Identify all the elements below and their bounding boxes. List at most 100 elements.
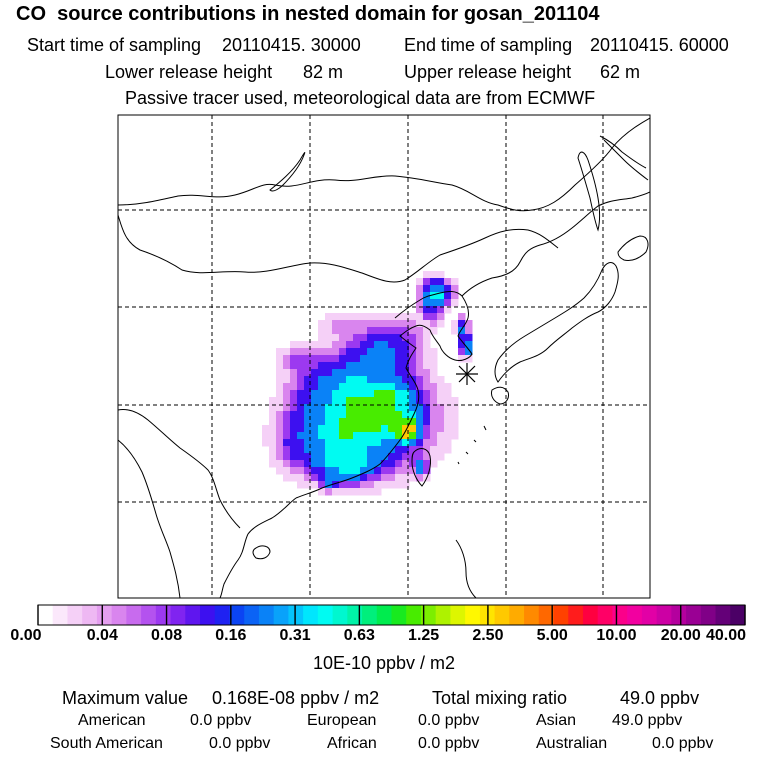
plume-cell	[353, 439, 361, 447]
colorbar-swatch	[715, 605, 731, 625]
plume-cell	[458, 327, 466, 335]
plume-cell	[423, 285, 431, 293]
region-european-value: 0.0 ppbv	[418, 712, 480, 729]
plume-cell	[339, 327, 347, 335]
maximum-value-label: Maximum value	[62, 688, 189, 708]
plume-cell	[290, 369, 298, 377]
coastline-japan	[494, 262, 619, 383]
plume-cell	[423, 383, 431, 391]
plume-cell	[325, 425, 333, 433]
plume-cell	[423, 327, 431, 335]
plume-cell	[381, 320, 389, 328]
plume-cell	[430, 418, 438, 426]
colorbar-swatch	[155, 605, 172, 625]
coastline-baikal	[269, 152, 306, 192]
plume-cell	[318, 488, 326, 496]
plume-cell	[374, 404, 382, 412]
plume-cell	[332, 376, 340, 384]
plume-cell	[437, 446, 445, 454]
plume-cell	[346, 425, 354, 433]
plume-cell	[346, 488, 354, 496]
plume-cell	[409, 397, 417, 405]
plume-cell	[332, 453, 340, 461]
plume-cell	[360, 418, 368, 426]
coastline-mongolia	[118, 214, 559, 283]
plume-cell	[325, 453, 333, 461]
plume-cell	[360, 439, 368, 447]
plume-cell	[381, 474, 389, 482]
plume-cell	[395, 467, 403, 475]
plume-cell	[297, 383, 305, 391]
plume-cell	[458, 348, 466, 356]
plume-cell	[304, 460, 312, 468]
plume-cell	[346, 460, 354, 468]
plume-cell	[283, 362, 291, 370]
plume-cell	[465, 334, 473, 342]
plume-cell	[402, 376, 410, 384]
region-american-value: 0.0 ppbv	[190, 712, 252, 729]
plume-cell	[388, 425, 396, 433]
plume-cell	[381, 355, 389, 363]
plume-cell	[318, 411, 326, 419]
plume-cell	[304, 467, 312, 475]
plume-cell	[388, 453, 396, 461]
plume-cell	[423, 348, 431, 356]
plume-cell	[339, 446, 347, 454]
plume-cell	[318, 460, 326, 468]
colorbar-swatch	[494, 605, 510, 625]
plume-cell	[339, 341, 347, 349]
plume-cell	[262, 432, 270, 440]
plume-cell	[388, 320, 396, 328]
plume-cell	[416, 341, 424, 349]
plume-cell	[276, 425, 284, 433]
plume-cell	[381, 327, 389, 335]
coastline-philippines	[455, 539, 477, 598]
plume-cell	[367, 481, 375, 489]
plume-cell	[367, 313, 375, 321]
plume-cell	[318, 439, 326, 447]
colorbar-swatch	[38, 605, 54, 625]
plume-cell	[416, 327, 424, 335]
plume-cell	[416, 425, 424, 433]
plume-cell	[339, 467, 347, 475]
plume-cell	[451, 292, 459, 300]
plume-cell	[374, 369, 382, 377]
plume-cell	[402, 334, 410, 342]
plume-cell	[416, 453, 424, 461]
plume-cell	[423, 467, 431, 475]
plume-cell	[423, 439, 431, 447]
plume-cell	[409, 432, 417, 440]
plume-cell	[423, 460, 431, 468]
plume-cell	[360, 376, 368, 384]
plume-cell	[437, 404, 445, 412]
plume-cell	[318, 432, 326, 440]
plume-cell	[346, 404, 354, 412]
plume-cell	[283, 418, 291, 426]
coastline-north-border	[118, 117, 650, 212]
plume-cell	[283, 383, 291, 391]
plume-cell	[360, 425, 368, 433]
plume-cell	[269, 411, 277, 419]
plume-cell	[409, 467, 417, 475]
coastline-india-border	[118, 439, 181, 598]
plume-cell	[402, 341, 410, 349]
plume-cell	[353, 334, 361, 342]
plume-cell	[311, 439, 319, 447]
plume-cell	[409, 474, 417, 482]
plume-cell	[388, 390, 396, 398]
plume-cell	[402, 439, 410, 447]
plume-cell	[290, 425, 298, 433]
plume-cell	[339, 404, 347, 412]
plume-cell	[360, 390, 368, 398]
plume-cell	[367, 425, 375, 433]
plume-cell	[437, 453, 445, 461]
plume-cell	[423, 271, 431, 279]
plume-cell	[367, 390, 375, 398]
colorbar-swatch	[553, 605, 569, 625]
lower-release-value: 82 m	[303, 62, 344, 82]
region-south-american-value: 0.0 ppbv	[209, 735, 271, 752]
plume-cell	[416, 278, 424, 286]
plume-cell	[360, 467, 368, 475]
plume-cell	[430, 299, 438, 307]
region-african-label: African	[327, 735, 377, 752]
